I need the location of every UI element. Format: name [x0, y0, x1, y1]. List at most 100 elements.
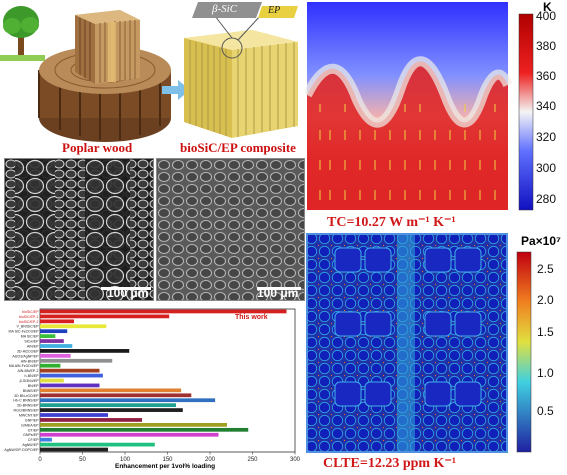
schematic-illustration [0, 2, 298, 142]
category-label-25: GNPs/EP [23, 433, 39, 437]
thermal-tick: 340 [536, 99, 557, 113]
bar-15 [40, 383, 100, 388]
bar-23 [40, 423, 227, 427]
bar-0 [40, 309, 287, 314]
thermal-tick: 400 [536, 9, 557, 23]
bar-12 [40, 368, 100, 373]
category-label-8: 3D-Al2O3/EP [17, 349, 39, 353]
category-label-28: AgNW/GP-DOPO/EP [4, 448, 39, 452]
bar-22 [40, 418, 142, 422]
bar-10 [40, 358, 113, 363]
process-arrow-icon [162, 80, 190, 100]
thermal-tick: 320 [536, 130, 557, 144]
bar-5 [40, 334, 56, 338]
sem-image-wood: 100 μm [4, 158, 154, 301]
bar-7 [40, 344, 73, 348]
bar-16 [40, 388, 182, 393]
stress-field-map [306, 233, 532, 453]
x-tick-label-1: 50 [79, 457, 86, 463]
x-tick-label-5: 250 [247, 457, 258, 463]
category-label-24: GT/EP [28, 428, 39, 432]
bar-27 [40, 442, 155, 447]
stress-unit-label: Pa×10⁷ [521, 234, 561, 248]
bar-11 [40, 363, 61, 368]
category-label-15: BN/EP [28, 384, 39, 388]
composite-cube-icon [184, 13, 298, 138]
thermal-tick: 360 [536, 69, 557, 83]
category-label-7: AlN/EP [27, 344, 39, 348]
category-label-9: Al2O3/AgNP/EP [12, 354, 39, 358]
composite-label: bioSiC/EP composite [180, 140, 296, 155]
thermal-unit-label: K [543, 0, 552, 14]
x-axis-label: Enhancement per 1vol% loading [115, 463, 216, 470]
bars-group [40, 309, 287, 452]
category-label-22: GNP/EP [25, 418, 39, 422]
x-tick-label-3: 150 [162, 457, 173, 463]
temperature-field-map [302, 2, 534, 211]
category-label-13: h-BN/EP [25, 374, 40, 378]
thermal-tick: 280 [536, 192, 557, 206]
bar-19 [40, 403, 176, 408]
bar-18 [40, 398, 216, 403]
bar-chart-svg: bioSiC/EPbioSiC/EP-1bioSiC/EP-2V_BN/SiC/… [4, 308, 301, 463]
bar-28 [40, 447, 108, 452]
x-tick-label-6: 300 [290, 457, 301, 463]
category-label-20: RGO/BNNS/EP [14, 409, 40, 413]
x-ticks-group: 0 50 100 150 200 250 300 [38, 452, 301, 463]
thermal-simulation-panel: K 400 380 360 340 320 300 280 TC=10.27 W… [302, 0, 567, 232]
category-labels-group: bioSiC/EPbioSiC/EP-1bioSiC/EP-2V_BN/SiC/… [4, 310, 39, 452]
category-label-19: 3D-BNNS/EP [17, 404, 39, 408]
category-label-14: β-Si3N4/EP [20, 379, 39, 383]
bar-25 [40, 432, 219, 437]
category-label-21: MWCNT/EP [19, 413, 39, 417]
category-label-12: AlN-BN/EP-2 [18, 369, 39, 373]
bar-13 [40, 373, 103, 378]
bar-24 [40, 427, 249, 432]
category-label-17: 3D BN-rGO/EP [14, 394, 39, 398]
tree-icon [0, 6, 45, 61]
stress-tick: 0.5 [537, 404, 554, 418]
x-tick-label-0: 0 [38, 457, 42, 463]
bar-6 [40, 339, 64, 343]
bar-21 [40, 413, 108, 417]
stress-tick: 1.5 [537, 325, 554, 339]
bar-8 [40, 349, 130, 353]
category-label-1: bioSiC/EP-1 [19, 315, 39, 319]
poplar-wood-label: Poplar wood [62, 140, 133, 155]
bar-9 [40, 353, 71, 358]
bar-2 [40, 319, 74, 324]
clte-label: CLTE=12.23 ppm K⁻¹ [323, 456, 457, 471]
ep-tag-label: EP [268, 5, 281, 16]
category-label-23: G/MEA/EP [21, 423, 39, 427]
x-tick-label-2: 100 [120, 457, 131, 463]
sem-wood-scale-label: 100 μm [107, 286, 149, 300]
thermal-tick: 380 [536, 39, 557, 53]
category-label-4: MA SiC-Fe2O3/EP [9, 330, 40, 334]
bar-20 [40, 408, 183, 412]
sem-composite-texture [157, 159, 304, 300]
large-vessel-cells [334, 247, 482, 407]
sic-tag-label: β-SiC [212, 3, 238, 15]
bar-26 [40, 437, 52, 442]
category-label-10: AlN-BN/EP [21, 359, 39, 363]
poplar-log-icon [38, 10, 171, 142]
category-label-3: V_BN/SiC/EP [17, 325, 40, 329]
stress-tick: 1.0 [537, 366, 554, 380]
bar-4 [40, 329, 68, 334]
category-label-2: bioSiC/EP-2 [19, 320, 39, 324]
material-tags [192, 2, 298, 18]
wood-to-composite-schematic: β-SiC EP Poplar wood bioSiC/EP composite [0, 0, 305, 158]
category-label-5: MA SiC/EP [21, 335, 39, 339]
this-work-annotation: This work [235, 314, 268, 321]
category-label-27: AgNW/EP [22, 443, 39, 447]
enhancement-bar-chart: bioSiC/EP bioSiC/EP-1 bioSiC/EP-2 V_BN/SiC/… [0, 305, 305, 475]
bar-17 [40, 393, 192, 398]
heat-flow-arrows [319, 104, 496, 200]
sem-image-composite: 100 μm [156, 158, 305, 301]
bar-3 [40, 324, 107, 329]
sem-wood-texture [5, 159, 153, 300]
category-label-18: Hb-C BNNS/EP [13, 399, 39, 403]
bar-14 [40, 378, 64, 383]
bar-1 [40, 314, 170, 319]
stress-simulation-panel: Pa×10⁷ 2.5 2.0 1.5 1.0 0.5 CLTE=12.23 pp… [305, 232, 567, 475]
